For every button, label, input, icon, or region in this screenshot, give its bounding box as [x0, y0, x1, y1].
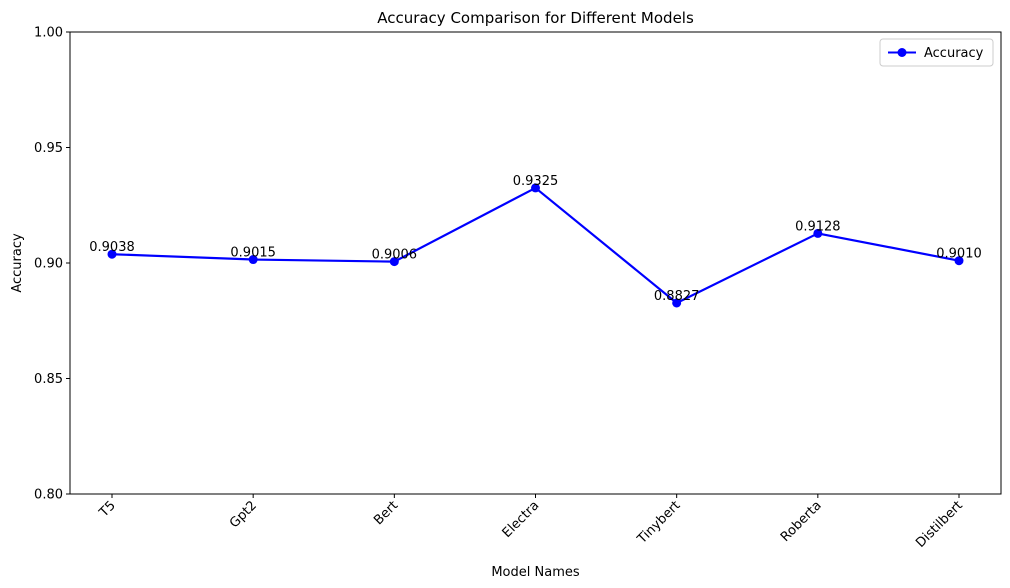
y-axis-label: Accuracy	[10, 233, 25, 293]
data-label: 0.9128	[795, 219, 841, 234]
legend-entry-accuracy: Accuracy	[924, 46, 984, 61]
legend-marker-swatch	[897, 48, 907, 57]
x-tick-label: Bert	[371, 498, 401, 528]
x-axis: T5 Gpt2 Bert Electra Tinybert Roberta Distilbe…	[96, 494, 966, 551]
x-tick-label: Gpt2	[227, 498, 260, 531]
data-point	[107, 249, 117, 259]
data-point	[389, 257, 399, 267]
plot-area	[69, 31, 1002, 495]
data-point	[672, 298, 682, 308]
data-point	[954, 256, 964, 266]
x-tick-label: Electra	[500, 498, 543, 541]
legend: Accuracy	[879, 38, 994, 67]
data-label: 0.9015	[230, 246, 276, 261]
x-tick-label: Distilbert	[913, 498, 966, 551]
x-tick-label: T5	[96, 498, 119, 521]
data-point	[248, 255, 258, 265]
x-tick-label: Roberta	[778, 498, 825, 545]
y-tick-label: 0.85	[34, 372, 63, 387]
data-label: 0.9010	[936, 247, 982, 262]
x-axis-label: Model Names	[491, 565, 580, 580]
y-axis: 0.80 0.85 0.90 0.95 1.00	[34, 26, 70, 503]
data-point	[531, 183, 540, 193]
data-point	[813, 228, 823, 238]
chart-title: Accuracy Comparison for Different Models	[377, 9, 694, 27]
data-label: 0.9038	[89, 240, 135, 255]
y-tick-label: 0.90	[34, 257, 63, 272]
data-label: 0.9325	[513, 174, 559, 189]
series-layer	[107, 183, 964, 308]
y-tick-label: 1.00	[34, 26, 63, 41]
legend-box	[879, 38, 994, 67]
data-label: 0.8827	[654, 289, 700, 304]
data-label: 0.9006	[372, 248, 418, 263]
y-tick-label: 0.95	[34, 141, 63, 156]
data-labels: 0.9038 0.9015 0.9006 0.9325 0.8827 0.9128 0.90…	[89, 174, 982, 304]
y-tick-label: 0.80	[34, 488, 63, 503]
x-tick-label: Tinybert	[634, 498, 683, 547]
